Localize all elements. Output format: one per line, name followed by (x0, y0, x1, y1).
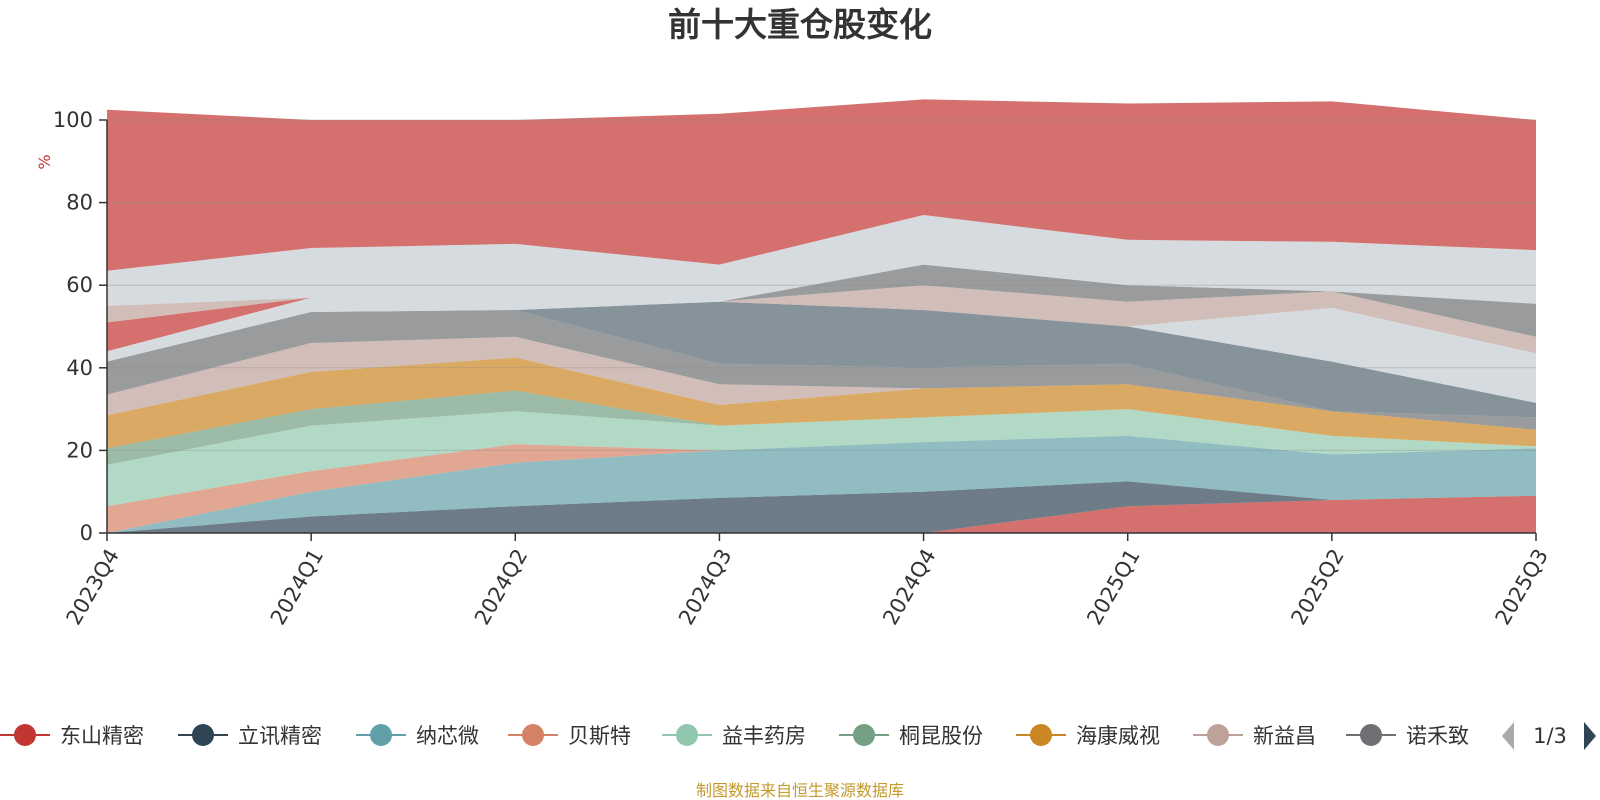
legend-marker-icon (676, 724, 698, 746)
legend-marker-icon (192, 724, 214, 746)
legend-label: 贝斯特 (568, 724, 631, 748)
area-series-group (107, 99, 1536, 533)
x-tick-label: 2024Q1 (266, 545, 328, 629)
grid-lines (107, 119, 1536, 451)
legend-marker-icon (853, 724, 875, 746)
area-series-4 (107, 435, 1536, 533)
legend-marker-icon (1360, 724, 1382, 746)
axes (106, 120, 1536, 534)
legend-page-indicator: 1/3 (1533, 724, 1567, 748)
area-series-9 (107, 310, 1536, 430)
legend-item[interactable]: 海康威视 (1016, 724, 1160, 748)
y-tick-label: 40 (66, 356, 93, 380)
x-tick-label: 2024Q2 (470, 545, 532, 629)
x-tick-label: 2024Q4 (878, 545, 940, 629)
area-series-8 (107, 336, 1536, 430)
area-series-11 (107, 297, 1536, 403)
y-tick-label: 80 (66, 191, 93, 215)
legend-marker-icon (522, 724, 544, 746)
area-series-13 (107, 285, 1536, 354)
legend-item[interactable]: 贝斯特 (508, 724, 631, 748)
y-axis-ticks: 0 20 40 60 80 100 (53, 108, 107, 545)
legend-label: 诺禾致 (1406, 724, 1469, 748)
y-axis-unit: % (35, 154, 54, 169)
legend-item[interactable]: 纳芯微 (356, 724, 479, 748)
legend-label: 立讯精密 (238, 724, 322, 748)
area-series-2 (107, 481, 1536, 533)
legend-label: 海康威视 (1076, 724, 1160, 748)
legend-item[interactable]: 益丰药房 (662, 724, 806, 748)
legend-label: 东山精密 (60, 724, 144, 748)
legend-label: 新益昌 (1253, 724, 1316, 748)
area-series-6 (107, 390, 1536, 465)
triangle-left-icon[interactable] (1502, 722, 1514, 750)
legend-label: 益丰药房 (722, 724, 806, 748)
legend-item[interactable]: 东山精密 (0, 724, 144, 748)
x-tick-label: 2025Q1 (1082, 545, 1144, 629)
legend-marker-icon (1030, 724, 1052, 746)
y-tick-label: 20 (66, 438, 93, 462)
legend-item[interactable]: 诺禾致 (1346, 724, 1469, 748)
area-series-3 (107, 435, 1536, 533)
x-tick-label: 2023Q4 (62, 545, 124, 629)
legend-label: 桐昆股份 (899, 724, 983, 748)
area-series-15 (107, 215, 1536, 306)
x-tick-label: 2025Q2 (1286, 545, 1348, 629)
y-tick-label: 60 (66, 273, 93, 297)
area-series-1 (107, 495, 1536, 533)
area-series-10 (107, 301, 1536, 418)
triangle-right-icon[interactable] (1584, 722, 1596, 750)
x-axis-ticks: 2023Q4 2024Q1 2024Q2 2024Q3 2024Q4 2025Q1 2025… (62, 533, 1553, 629)
legend: 东山精密 立讯精密 纳芯微 贝斯特 益丰药房 桐昆股份 海康威视 新益昌 诺禾致 (0, 724, 1469, 748)
legend-marker-icon (370, 724, 392, 746)
y-tick-label: 0 (80, 521, 93, 545)
x-tick-label: 2025Q3 (1491, 545, 1553, 629)
legend-pager: 1/3 (1502, 722, 1596, 750)
legend-item[interactable]: 立讯精密 (178, 724, 322, 748)
y-tick-label: 100 (53, 108, 93, 132)
legend-label: 纳芯微 (416, 724, 479, 748)
data-source-footer: 制图数据来自恒生聚源数据库 (696, 781, 904, 800)
legend-item[interactable]: 新益昌 (1193, 724, 1316, 748)
area-series-7 (107, 357, 1536, 449)
legend-item[interactable]: 桐昆股份 (839, 724, 983, 748)
chart-title: 前十大重仓股变化 (668, 5, 932, 44)
legend-marker-icon (1207, 724, 1229, 746)
x-tick-label: 2024Q3 (674, 545, 736, 629)
area-series-5 (107, 409, 1536, 507)
legend-marker-icon (14, 724, 36, 746)
area-series-16 (107, 99, 1536, 271)
